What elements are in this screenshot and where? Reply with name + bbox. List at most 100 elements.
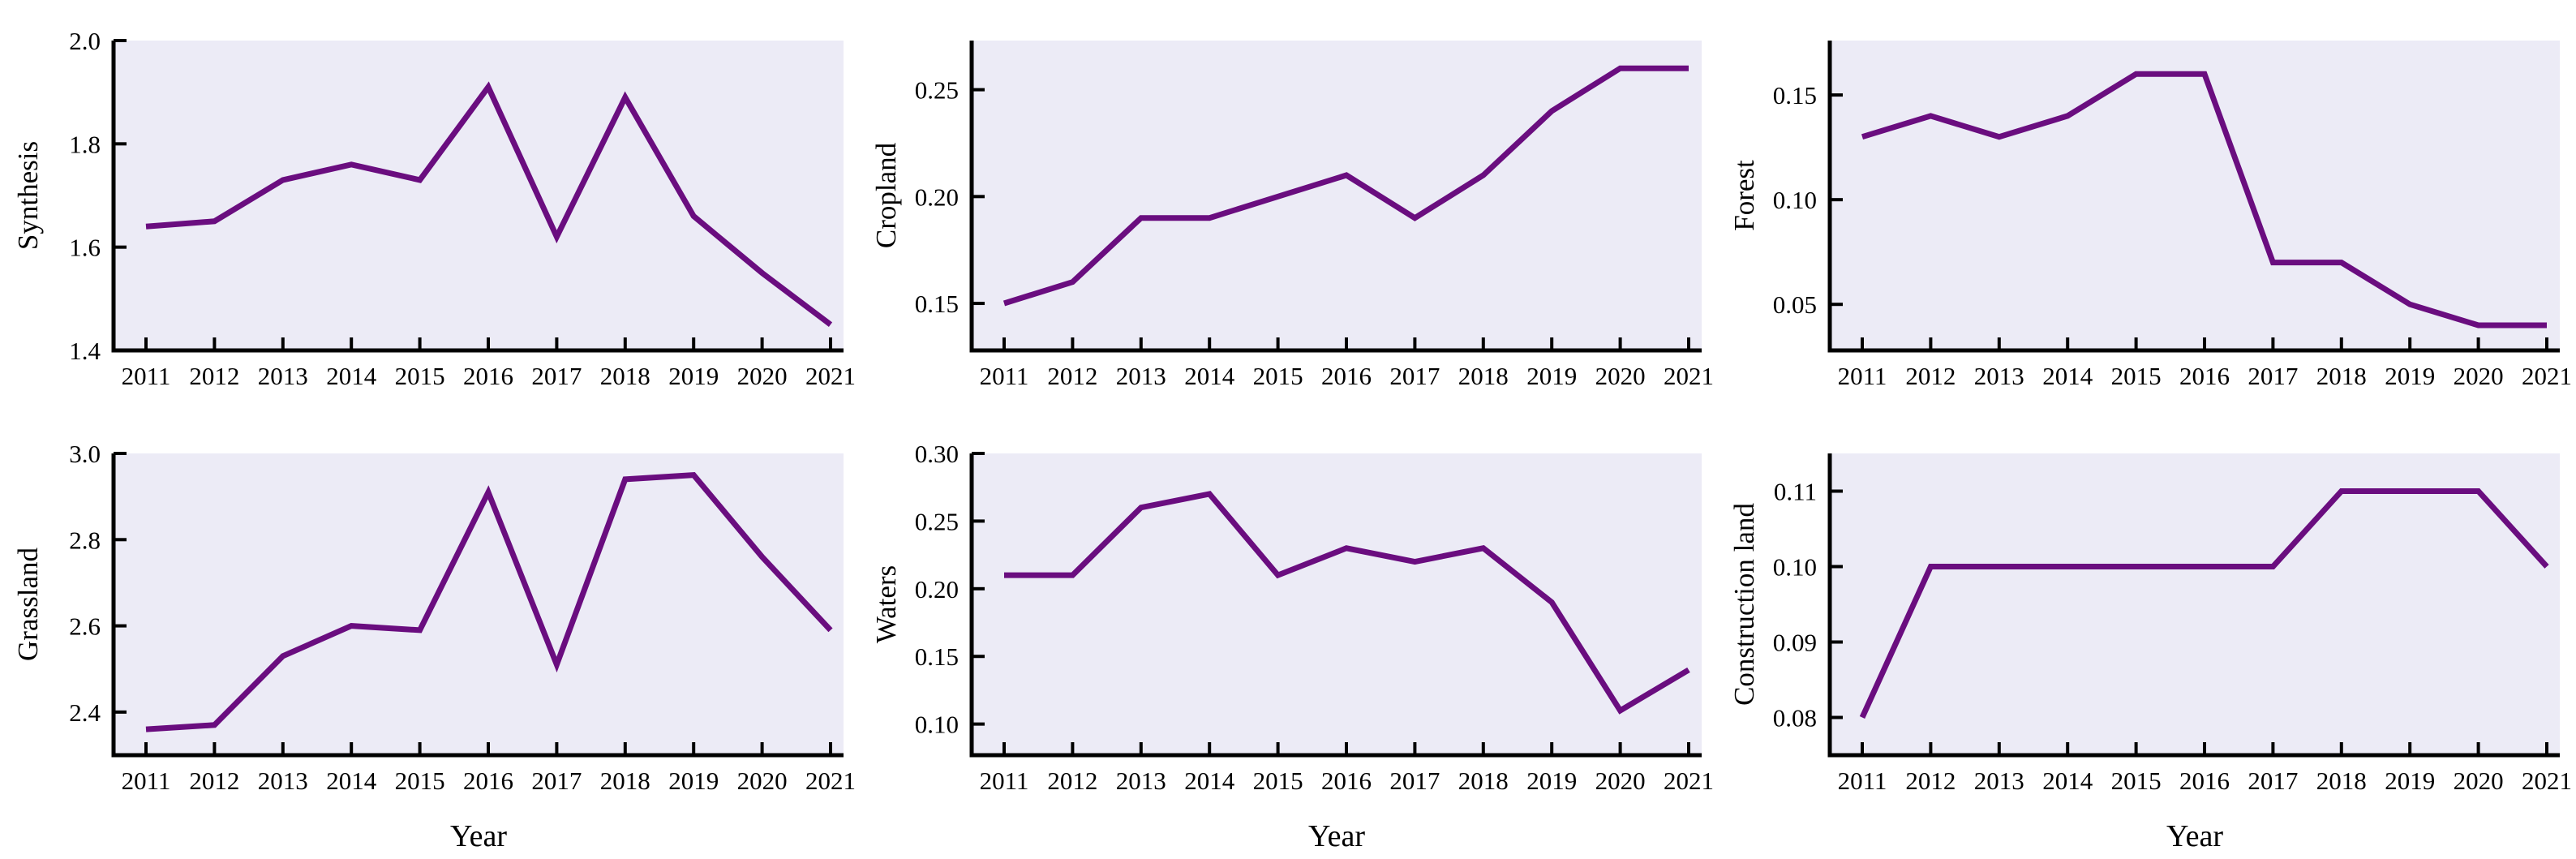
x-tick-label: 2011 xyxy=(122,767,171,795)
x-tick-label: 2012 xyxy=(1905,767,1956,795)
x-tick-label: 2011 xyxy=(980,767,1029,795)
x-tick-label: 2017 xyxy=(2248,767,2298,795)
x-tick-label: 2013 xyxy=(258,362,308,390)
x-tick-label: 2020 xyxy=(2454,767,2504,795)
series-line xyxy=(145,81,833,327)
y-axis-title: Synthesis xyxy=(12,141,44,250)
x-tick-label: 2011 xyxy=(980,362,1029,390)
y-tick-label: 0.10 xyxy=(1773,553,1817,582)
x-tick-label: 2016 xyxy=(463,362,513,390)
x-tick-label: 2020 xyxy=(2454,362,2504,390)
series-line xyxy=(1861,71,2547,329)
series-line xyxy=(1002,65,1689,307)
y-tick-label: 2.4 xyxy=(69,698,101,727)
subplot-grassland: 2011 2012 2013 2014 2015 2016 2017 2018 2019 2020… xyxy=(0,410,858,859)
x-tick-label: 2017 xyxy=(531,767,582,795)
x-tick-label: 2021 xyxy=(2522,362,2572,390)
synthesis-line-chart: 2011 2012 2013 2014 2015 2016 2017 2018 2019 2020… xyxy=(12,27,856,390)
x-tick-label: 2015 xyxy=(1253,767,1303,795)
y-tick-label: 1.4 xyxy=(69,337,101,365)
x-tick-label: 2014 xyxy=(1184,767,1235,795)
y-axis-title: Waters xyxy=(870,565,902,643)
x-tick-label: 2017 xyxy=(1389,767,1440,795)
y-tick-label: 0.11 xyxy=(1774,478,1817,506)
y-tick-label: 1.8 xyxy=(69,130,101,158)
y-tick-label: 0.08 xyxy=(1773,704,1817,732)
y-tick-label: 2.6 xyxy=(69,612,101,641)
x-tick-label: 2014 xyxy=(326,767,377,795)
x-axis-title: Year xyxy=(2166,819,2223,853)
x-tick-label: 2020 xyxy=(737,362,788,390)
x-tick-label: 2014 xyxy=(2042,767,2093,795)
x-tick-label: 2015 xyxy=(395,767,445,795)
y-tick-label: 0.15 xyxy=(915,290,959,318)
x-tick-label: 2019 xyxy=(1526,362,1577,390)
x-tick-label: 2013 xyxy=(1974,767,2024,795)
x-axis-title: Year xyxy=(1308,819,1365,853)
x-tick-label: 2021 xyxy=(805,362,856,390)
y-tick-label: 0.25 xyxy=(915,76,959,105)
x-tick-label: 2012 xyxy=(1047,767,1097,795)
x-tick-label: 2012 xyxy=(1047,362,1097,390)
x-tick-label: 2012 xyxy=(189,767,239,795)
x-tick-label: 2016 xyxy=(2179,767,2230,795)
y-axis-title: Grassland xyxy=(12,548,44,661)
y-tick-label: 0.15 xyxy=(1773,81,1817,110)
x-tick-label: 2013 xyxy=(1974,362,2024,390)
x-tick-label: 2021 xyxy=(1664,767,1714,795)
x-tick-label: 2021 xyxy=(805,767,856,795)
subplot-waters: 2011 2012 2013 2014 2015 2016 2017 2018 2019 2020… xyxy=(858,410,1716,859)
construction-land-line-chart: 2011 2012 2013 2014 2015 2016 2017 2018 2019 2020… xyxy=(1728,453,2572,853)
subplot-synthesis: 2011 2012 2013 2014 2015 2016 2017 2018 2019 2020… xyxy=(0,0,858,410)
x-tick-label: 2012 xyxy=(189,362,239,390)
y-tick-label: 0.05 xyxy=(1773,290,1817,319)
x-tick-label: 2019 xyxy=(2385,767,2435,795)
x-tick-label: 2017 xyxy=(531,362,582,390)
x-tick-label: 2013 xyxy=(1116,767,1166,795)
x-tick-label: 2018 xyxy=(2316,767,2367,795)
subplot-cropland: 2011 2012 2013 2014 2015 2016 2017 2018 2019 2020… xyxy=(858,0,1716,410)
y-tick-label: 0.10 xyxy=(915,711,959,739)
x-tick-label: 2018 xyxy=(600,767,650,795)
x-tick-label: 2020 xyxy=(737,767,788,795)
cropland-line-chart: 2011 2012 2013 2014 2015 2016 2017 2018 2019 2020… xyxy=(870,41,1714,390)
x-tick-label: 2020 xyxy=(1595,362,1646,390)
x-tick-label: 2019 xyxy=(2385,362,2435,390)
series-line xyxy=(1859,488,2549,719)
x-tick-label: 2016 xyxy=(463,767,513,795)
x-tick-label: 2013 xyxy=(258,767,308,795)
y-axis-title: Construction land xyxy=(1728,503,1760,706)
x-tick-label: 2015 xyxy=(395,362,445,390)
x-tick-label: 2019 xyxy=(1526,767,1577,795)
x-tick-label: 2018 xyxy=(1458,362,1509,390)
y-tick-label: 0.09 xyxy=(1773,629,1817,657)
x-tick-label: 2014 xyxy=(2042,362,2093,390)
x-tick-label: 2015 xyxy=(1253,362,1303,390)
y-tick-label: 0.15 xyxy=(915,642,959,671)
x-tick-label: 2013 xyxy=(1116,362,1166,390)
y-tick-label: 3.0 xyxy=(69,440,101,468)
x-tick-label: 2016 xyxy=(1321,362,1372,390)
subplot-construction-land: 2011 2012 2013 2014 2015 2016 2017 2018 2019 2020… xyxy=(1716,410,2574,859)
series-line xyxy=(1004,491,1690,715)
x-tick-label: 2021 xyxy=(1664,362,1714,390)
y-tick-label: 1.6 xyxy=(69,234,101,262)
y-tick-label: 0.25 xyxy=(915,507,959,535)
x-tick-label: 2014 xyxy=(326,362,377,390)
y-tick-label: 0.10 xyxy=(1773,186,1817,214)
x-tick-label: 2019 xyxy=(668,362,719,390)
x-tick-label: 2021 xyxy=(2522,767,2572,795)
x-tick-label: 2016 xyxy=(2179,362,2230,390)
y-axis-title: Forest xyxy=(1728,160,1760,231)
x-tick-label: 2011 xyxy=(1838,362,1887,390)
x-tick-label: 2018 xyxy=(1458,767,1509,795)
waters-line-chart: 2011 2012 2013 2014 2015 2016 2017 2018 2019 2020… xyxy=(870,440,1714,853)
x-tick-label: 2018 xyxy=(600,362,650,390)
y-axis-title: Cropland xyxy=(870,142,902,248)
x-tick-label: 2015 xyxy=(2111,362,2162,390)
y-tick-label: 2.0 xyxy=(69,27,101,55)
x-tick-label: 2017 xyxy=(1389,362,1440,390)
x-tick-label: 2015 xyxy=(2111,767,2162,795)
subplot-forest: 2011 2012 2013 2014 2015 2016 2017 2018 2019 2020… xyxy=(1716,0,2574,410)
